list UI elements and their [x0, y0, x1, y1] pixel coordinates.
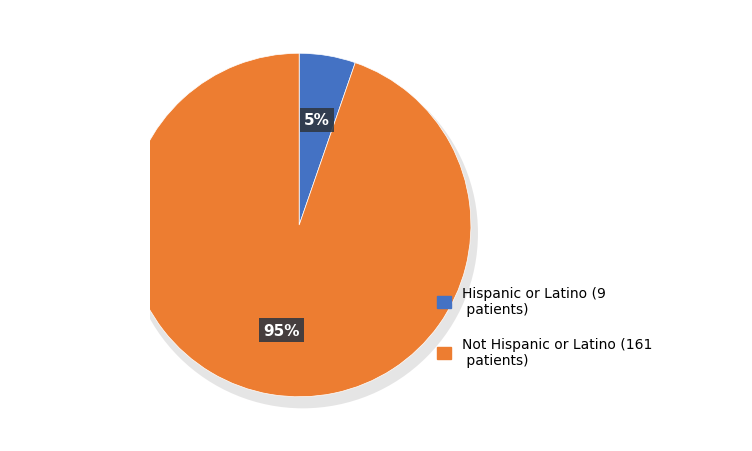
Ellipse shape [128, 59, 478, 409]
Wedge shape [299, 54, 355, 226]
Wedge shape [127, 54, 471, 397]
Legend: Hispanic or Latino (9
 patients), Not Hispanic or Latino (161
 patients): Hispanic or Latino (9 patients), Not His… [437, 286, 653, 368]
Text: 95%: 95% [263, 323, 300, 338]
Text: 5%: 5% [304, 113, 329, 128]
